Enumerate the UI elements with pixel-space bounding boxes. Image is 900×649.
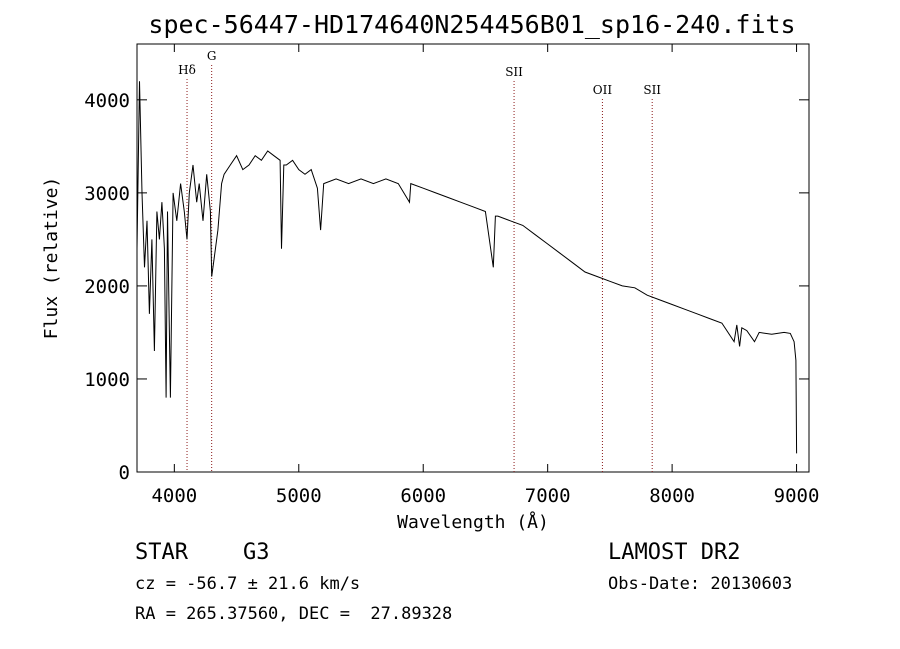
spectral-line-markers: Hδ G SII OII SII <box>178 49 661 472</box>
subclass: G3 <box>243 540 270 565</box>
chart-title: spec-56447-HD174640N254456B01_sp16-240.f… <box>148 10 795 39</box>
spectral-line-label: OII <box>593 83 613 97</box>
x-axis: 4000 5000 6000 7000 8000 9000 <box>151 44 819 507</box>
spectrum-series-line <box>136 81 798 454</box>
y-axis-label: Flux (relative) <box>41 177 62 340</box>
spectral-line-label: G <box>207 49 217 63</box>
y-tick-label: 2000 <box>84 276 130 298</box>
spectral-line-label: SII <box>505 65 523 79</box>
survey-name: LAMOST DR2 <box>608 540 741 565</box>
redshift-text: cz = -56.7 ± 21.6 km/s <box>135 574 361 594</box>
object-class: STAR <box>135 540 188 565</box>
y-tick-label: 3000 <box>84 183 130 205</box>
spectral-line-label: SII <box>643 83 661 97</box>
obs-date-text: Obs-Date: 20130603 <box>608 574 793 594</box>
x-tick-label: 6000 <box>400 485 446 507</box>
y-tick-label: 4000 <box>84 90 130 112</box>
x-axis-label: Wavelength (Å) <box>397 511 549 533</box>
spectral-line-label: Hδ <box>178 63 196 77</box>
y-tick-label: 0 <box>119 462 130 484</box>
y-axis: 0 1000 2000 3000 4000 <box>84 90 809 484</box>
x-tick-label: 9000 <box>774 485 820 507</box>
x-tick-label: 8000 <box>649 485 695 507</box>
x-tick-label: 4000 <box>151 485 197 507</box>
coordinates-text: RA = 265.37560, DEC = 27.89328 <box>135 604 453 624</box>
x-tick-label: 7000 <box>525 485 571 507</box>
x-tick-label: 5000 <box>276 485 322 507</box>
plot-area <box>136 43 810 473</box>
y-tick-label: 1000 <box>84 369 130 391</box>
